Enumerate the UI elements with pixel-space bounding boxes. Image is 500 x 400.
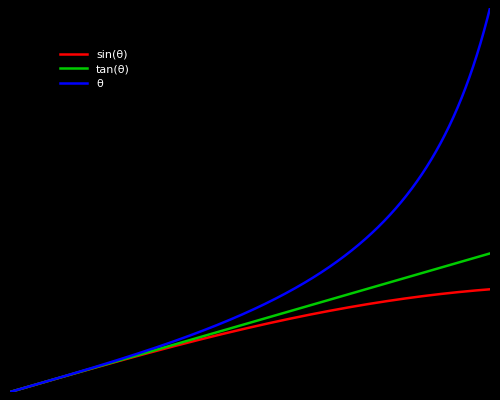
θ [32,382,38,387]
tan(θ) [487,251,493,256]
θ [385,215,391,220]
sin(θ) [32,382,38,387]
sin(θ) [487,287,493,292]
θ [473,55,479,60]
tan(θ) [7,390,13,394]
sin(θ) [240,327,246,332]
Line: θ: θ [10,8,490,392]
tan(θ) [32,382,38,387]
θ [7,390,13,394]
θ [487,6,493,10]
tan(θ) [473,255,479,260]
Legend: sin(θ), tan(θ), θ: sin(θ), tan(θ), θ [54,44,136,94]
tan(θ) [240,322,246,327]
Line: tan(θ): tan(θ) [10,254,490,392]
tan(θ) [385,280,391,285]
sin(θ) [7,390,13,394]
sin(θ) [385,298,391,303]
tan(θ) [473,255,479,260]
sin(θ) [473,288,479,293]
θ [473,56,479,61]
sin(θ) [473,288,479,293]
tan(θ) [228,326,234,331]
θ [240,312,246,316]
sin(θ) [228,330,234,334]
Line: sin(θ): sin(θ) [10,289,490,392]
θ [228,317,234,322]
